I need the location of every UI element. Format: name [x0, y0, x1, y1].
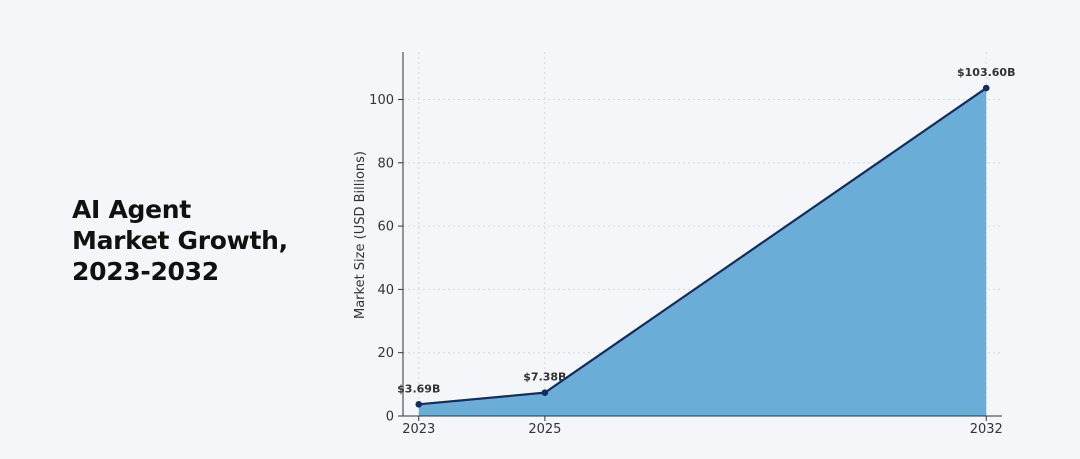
data-point	[982, 84, 990, 92]
data-points	[415, 84, 990, 408]
data-point	[415, 401, 423, 408]
data-label: $3.69B	[397, 382, 440, 395]
area-fill-layer	[418, 87, 987, 416]
tick-labels: 0 20 40 60 80 100 2023 2025 2032	[369, 93, 1003, 437]
y-tick-label: 60	[377, 220, 394, 235]
title-line-3: 2023-2032	[72, 257, 219, 286]
data-labels: $3.69B $7.38B $103.60B	[397, 66, 1015, 395]
y-tick-label: 0	[386, 410, 394, 425]
y-tick-label: 80	[377, 156, 394, 171]
y-tick-label: 100	[369, 93, 394, 108]
area-fill	[418, 88, 987, 416]
data-point	[541, 389, 549, 396]
axes	[398, 52, 1002, 421]
chart-title: AI Agent Market Growth, 2023-2032	[72, 194, 288, 287]
y-tick-label: 20	[377, 346, 394, 361]
y-tick-label: 40	[377, 283, 394, 298]
data-label: $7.38B	[523, 371, 566, 384]
title-line-1: AI Agent	[72, 195, 191, 224]
x-tick-label: 2025	[528, 422, 561, 437]
y-axis-label: Market Size (USD Billions)	[353, 151, 368, 319]
data-label: $103.60B	[957, 66, 1016, 79]
title-line-2: Market Growth,	[72, 226, 288, 255]
x-tick-label: 2023	[402, 422, 435, 437]
x-tick-label: 2032	[970, 422, 1003, 437]
